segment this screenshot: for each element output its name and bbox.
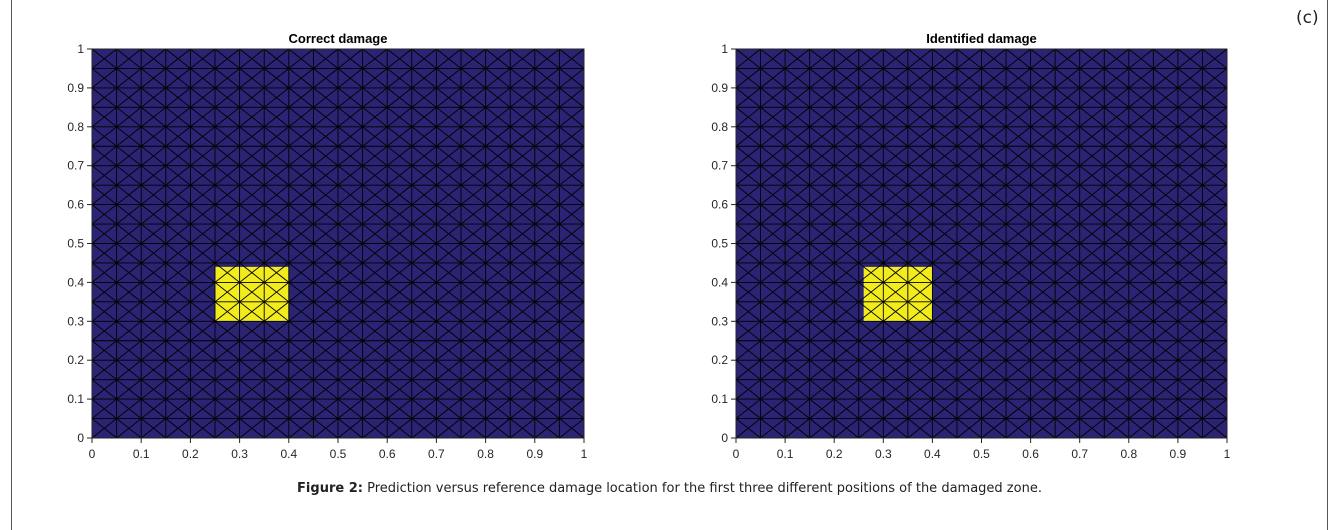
x-tick-label: 0.1 [133, 447, 150, 461]
y-tick-label: 0 [77, 431, 84, 445]
right-frame-border [1327, 0, 1328, 530]
y-tick-label: 0.2 [67, 353, 84, 367]
y-tick-label: 0.7 [67, 159, 84, 173]
y-tick-label: 0.8 [67, 120, 84, 134]
y-tick-label: 0.7 [711, 159, 728, 173]
panel-label: (c) [1296, 8, 1319, 28]
x-tick-label: 1 [581, 447, 588, 461]
x-tick-label: 1 [1224, 447, 1231, 461]
x-tick-label: 0.8 [1120, 447, 1137, 461]
x-tick-label: 0.8 [477, 447, 494, 461]
y-tick-label: 1 [77, 42, 84, 56]
y-tick-label: 0.5 [67, 237, 84, 251]
chart-title: Correct damage [289, 31, 388, 46]
x-tick-label: 0.4 [924, 447, 941, 461]
y-tick-label: 0.1 [67, 392, 84, 406]
x-tick-label: 0.2 [826, 447, 843, 461]
left-frame-border [11, 0, 12, 530]
figure-caption: Figure 2: Prediction versus reference da… [0, 481, 1339, 496]
correct-damage-plot: 0 0.1 0.2 0.3 0.4 0.5 0.6 0.7 0.8 0.9 1 0 0.1 0.2 0.3 0… [67, 31, 588, 461]
y-tick-label: 0.5 [711, 237, 728, 251]
identified-damage-plot: 0 0.1 0.2 0.3 0.4 0.5 0.6 0.7 0.8 0.9 1 0 0.1 0.2 0.3 0… [711, 31, 1231, 461]
y-tick-label: 0.6 [711, 198, 728, 212]
y-tick-label: 0.4 [711, 275, 728, 289]
y-tick-label: 0.9 [67, 81, 84, 95]
x-tick-label: 0.5 [973, 447, 990, 461]
y-tick-label: 0 [721, 431, 728, 445]
y-tick-label: 1 [721, 42, 728, 56]
x-tick-label: 0.5 [330, 447, 347, 461]
y-tick-label: 0.8 [711, 120, 728, 134]
y-tick-label: 0.1 [711, 392, 728, 406]
triangular-mesh [91, 48, 585, 439]
x-tick-label: 0.9 [526, 447, 543, 461]
triangular-mesh [735, 48, 1228, 439]
x-tick-label: 0.2 [182, 447, 199, 461]
caption-text: Prediction versus reference damage locat… [367, 481, 1042, 496]
x-tick-label: 0 [89, 447, 96, 461]
y-tick-label: 0.3 [67, 314, 84, 328]
damaged-zone [215, 266, 289, 322]
x-tick-label: 0.4 [280, 447, 297, 461]
y-tick-label: 0.4 [67, 275, 84, 289]
x-tick-label: 0.6 [379, 447, 396, 461]
y-tick-label: 0.6 [67, 198, 84, 212]
x-tick-label: 0.7 [428, 447, 445, 461]
x-tick-label: 0.3 [231, 447, 248, 461]
y-tick-label: 0.2 [711, 353, 728, 367]
chart-title: Identified damage [926, 31, 1037, 46]
y-tick-label: 0.3 [711, 314, 728, 328]
x-tick-label: 0.1 [777, 447, 794, 461]
caption-label: Figure 2: [297, 481, 363, 496]
x-tick-label: 0.6 [1022, 447, 1039, 461]
x-tick-label: 0.3 [875, 447, 892, 461]
x-tick-label: 0.9 [1170, 447, 1187, 461]
x-tick-label: 0.7 [1071, 447, 1088, 461]
x-tick-label: 0 [733, 447, 740, 461]
y-tick-label: 0.9 [711, 81, 728, 95]
